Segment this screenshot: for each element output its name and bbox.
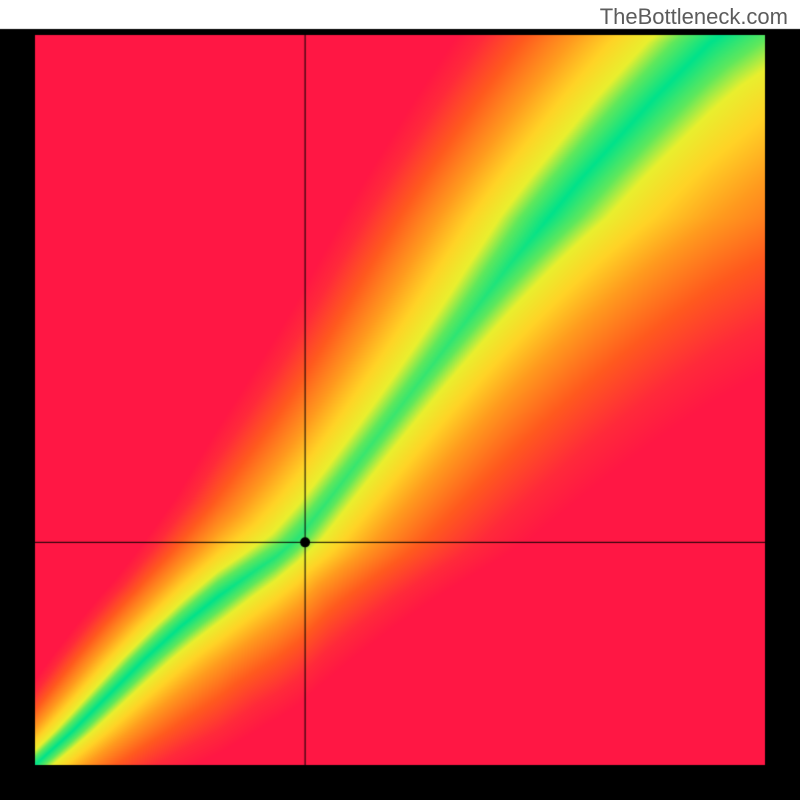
- bottleneck-heatmap: [0, 0, 800, 800]
- chart-container: { "watermark": { "text": "TheBottleneck.…: [0, 0, 800, 800]
- watermark-text: TheBottleneck.com: [600, 4, 788, 30]
